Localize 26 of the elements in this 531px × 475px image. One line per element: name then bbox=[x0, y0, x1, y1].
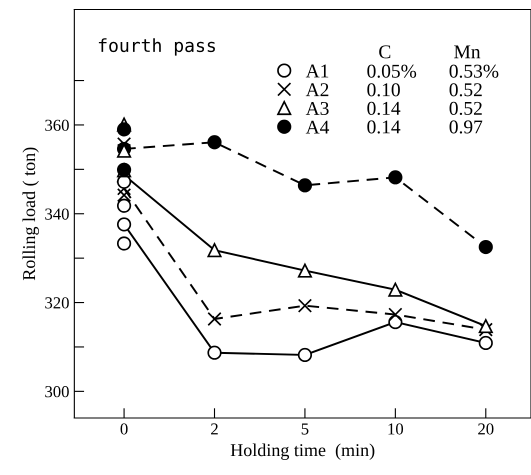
annotation: 0.14 bbox=[367, 120, 400, 134]
y-tick-label: 340 bbox=[45, 208, 69, 220]
legend-label: A1 bbox=[306, 64, 328, 78]
annotation: 0.52 bbox=[450, 102, 482, 115]
x-tick-label: 2 bbox=[211, 423, 218, 434]
legend-label: A3 bbox=[306, 102, 329, 116]
annotation: Mn bbox=[454, 45, 480, 58]
y-tick-label: 300 bbox=[45, 386, 69, 398]
annotation: C bbox=[379, 45, 390, 58]
legend-label: A2 bbox=[306, 83, 328, 96]
x-tick-label: 0 bbox=[120, 423, 128, 435]
y-axis-title: Rolling load ( ton) bbox=[22, 148, 39, 280]
y-tick-label: 360 bbox=[45, 120, 69, 131]
x-tick-label: 20 bbox=[478, 423, 494, 435]
annotation: 0.53% bbox=[450, 64, 498, 78]
x-tick-label: 5 bbox=[302, 424, 308, 435]
x-axis-title: Holding time (min) bbox=[230, 444, 374, 460]
annotation: fourth pass bbox=[98, 38, 215, 56]
x-tick-label: 10 bbox=[388, 423, 404, 435]
annotation: 0.97 bbox=[450, 120, 482, 134]
y-tick-label: 320 bbox=[45, 297, 69, 308]
legend-label: A4 bbox=[306, 120, 330, 134]
annotation: 0.10 bbox=[367, 83, 400, 96]
annotation: 0.14 bbox=[367, 102, 400, 115]
annotation: 0.52 bbox=[450, 83, 482, 96]
annotation: 0.05% bbox=[367, 64, 416, 78]
